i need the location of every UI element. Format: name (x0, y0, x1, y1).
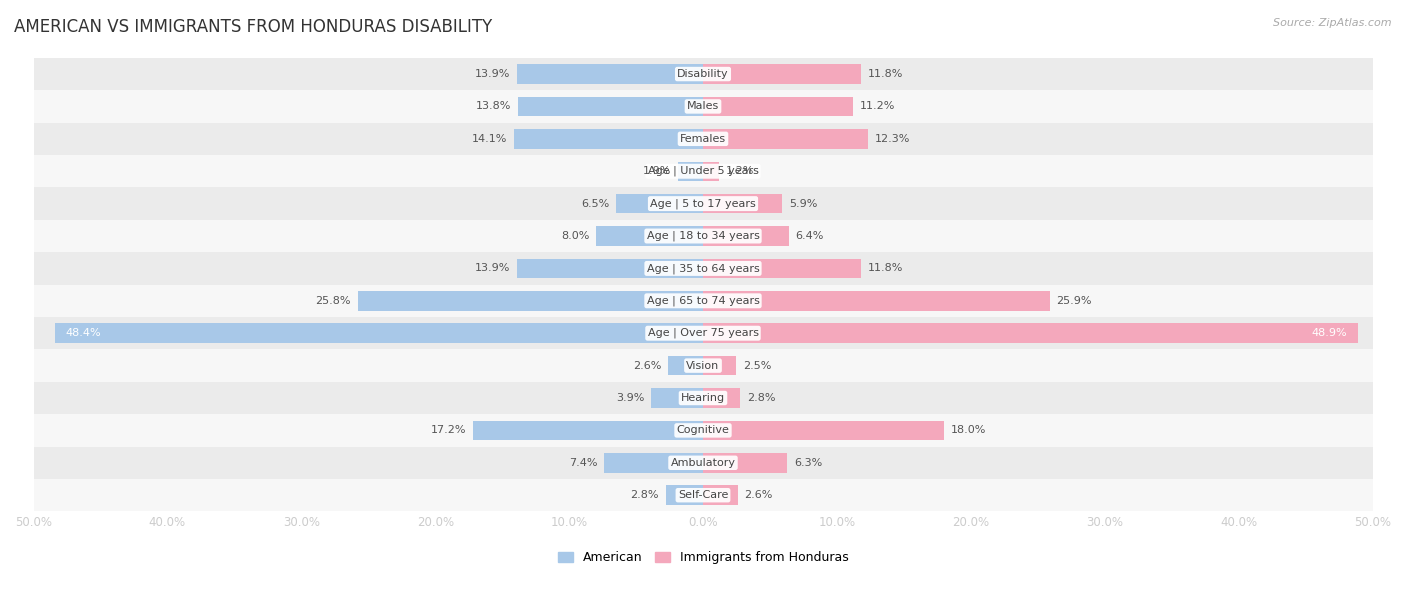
Bar (34, 285, 1372, 317)
Text: 13.9%: 13.9% (475, 263, 510, 274)
Text: 13.8%: 13.8% (477, 102, 512, 111)
Bar (703, 64, 860, 84)
Text: 25.8%: 25.8% (315, 296, 352, 306)
Text: 11.8%: 11.8% (868, 69, 903, 79)
Text: 8.0%: 8.0% (561, 231, 589, 241)
Text: 2.8%: 2.8% (747, 393, 776, 403)
Text: 13.9%: 13.9% (475, 69, 510, 79)
Bar (703, 97, 853, 116)
Text: Age | 5 to 17 years: Age | 5 to 17 years (650, 198, 756, 209)
Text: 14.1%: 14.1% (472, 134, 508, 144)
Bar (34, 220, 1372, 252)
Bar (668, 356, 703, 375)
Bar (651, 388, 703, 408)
Text: 6.5%: 6.5% (581, 199, 609, 209)
Text: Age | 18 to 34 years: Age | 18 to 34 years (647, 231, 759, 241)
Bar (34, 90, 1372, 122)
Bar (34, 187, 1372, 220)
Bar (703, 324, 1358, 343)
Bar (34, 349, 1372, 382)
Text: 11.8%: 11.8% (868, 263, 903, 274)
Bar (517, 64, 703, 84)
Bar (678, 162, 703, 181)
Text: AMERICAN VS IMMIGRANTS FROM HONDURAS DISABILITY: AMERICAN VS IMMIGRANTS FROM HONDURAS DIS… (14, 18, 492, 36)
Bar (472, 420, 703, 440)
Text: 3.9%: 3.9% (616, 393, 644, 403)
Text: 18.0%: 18.0% (950, 425, 986, 435)
Bar (703, 226, 789, 246)
Bar (596, 226, 703, 246)
Text: 12.3%: 12.3% (875, 134, 910, 144)
Text: 2.8%: 2.8% (630, 490, 659, 500)
Text: 48.9%: 48.9% (1312, 328, 1347, 338)
Text: 11.2%: 11.2% (859, 102, 896, 111)
Bar (703, 194, 782, 214)
Text: Females: Females (681, 134, 725, 144)
Bar (34, 252, 1372, 285)
Text: 1.9%: 1.9% (643, 166, 671, 176)
Bar (357, 291, 703, 310)
Text: 6.3%: 6.3% (794, 458, 823, 468)
Text: Self-Care: Self-Care (678, 490, 728, 500)
Text: 17.2%: 17.2% (430, 425, 465, 435)
Text: Vision: Vision (686, 360, 720, 371)
Bar (665, 485, 703, 505)
Text: 5.9%: 5.9% (789, 199, 817, 209)
Bar (605, 453, 703, 472)
Bar (34, 155, 1372, 187)
Text: Age | Under 5 years: Age | Under 5 years (648, 166, 758, 176)
Text: Source: ZipAtlas.com: Source: ZipAtlas.com (1274, 18, 1392, 28)
Text: Disability: Disability (678, 69, 728, 79)
Text: 2.5%: 2.5% (744, 360, 772, 371)
Bar (519, 97, 703, 116)
Bar (703, 356, 737, 375)
Bar (703, 129, 868, 149)
Text: 2.6%: 2.6% (745, 490, 773, 500)
Text: 7.4%: 7.4% (568, 458, 598, 468)
Bar (34, 122, 1372, 155)
Text: 25.9%: 25.9% (1056, 296, 1092, 306)
Bar (34, 479, 1372, 512)
Text: 1.2%: 1.2% (725, 166, 754, 176)
Text: 2.6%: 2.6% (633, 360, 661, 371)
Bar (515, 129, 703, 149)
Text: Males: Males (688, 102, 718, 111)
Bar (703, 162, 718, 181)
Bar (517, 259, 703, 278)
Bar (703, 291, 1050, 310)
Text: Age | 35 to 64 years: Age | 35 to 64 years (647, 263, 759, 274)
Text: Ambulatory: Ambulatory (671, 458, 735, 468)
Text: Age | 65 to 74 years: Age | 65 to 74 years (647, 296, 759, 306)
Legend: American, Immigrants from Honduras: American, Immigrants from Honduras (558, 551, 848, 564)
Bar (34, 317, 1372, 349)
Text: Hearing: Hearing (681, 393, 725, 403)
Text: 6.4%: 6.4% (796, 231, 824, 241)
Bar (616, 194, 703, 214)
Bar (34, 447, 1372, 479)
Bar (703, 388, 741, 408)
Bar (34, 414, 1372, 447)
Bar (34, 58, 1372, 90)
Bar (703, 420, 943, 440)
Text: 48.4%: 48.4% (66, 328, 101, 338)
Text: Age | Over 75 years: Age | Over 75 years (648, 328, 758, 338)
Bar (34, 382, 1372, 414)
Bar (703, 485, 738, 505)
Bar (55, 324, 703, 343)
Bar (703, 259, 860, 278)
Text: Cognitive: Cognitive (676, 425, 730, 435)
Bar (703, 453, 787, 472)
